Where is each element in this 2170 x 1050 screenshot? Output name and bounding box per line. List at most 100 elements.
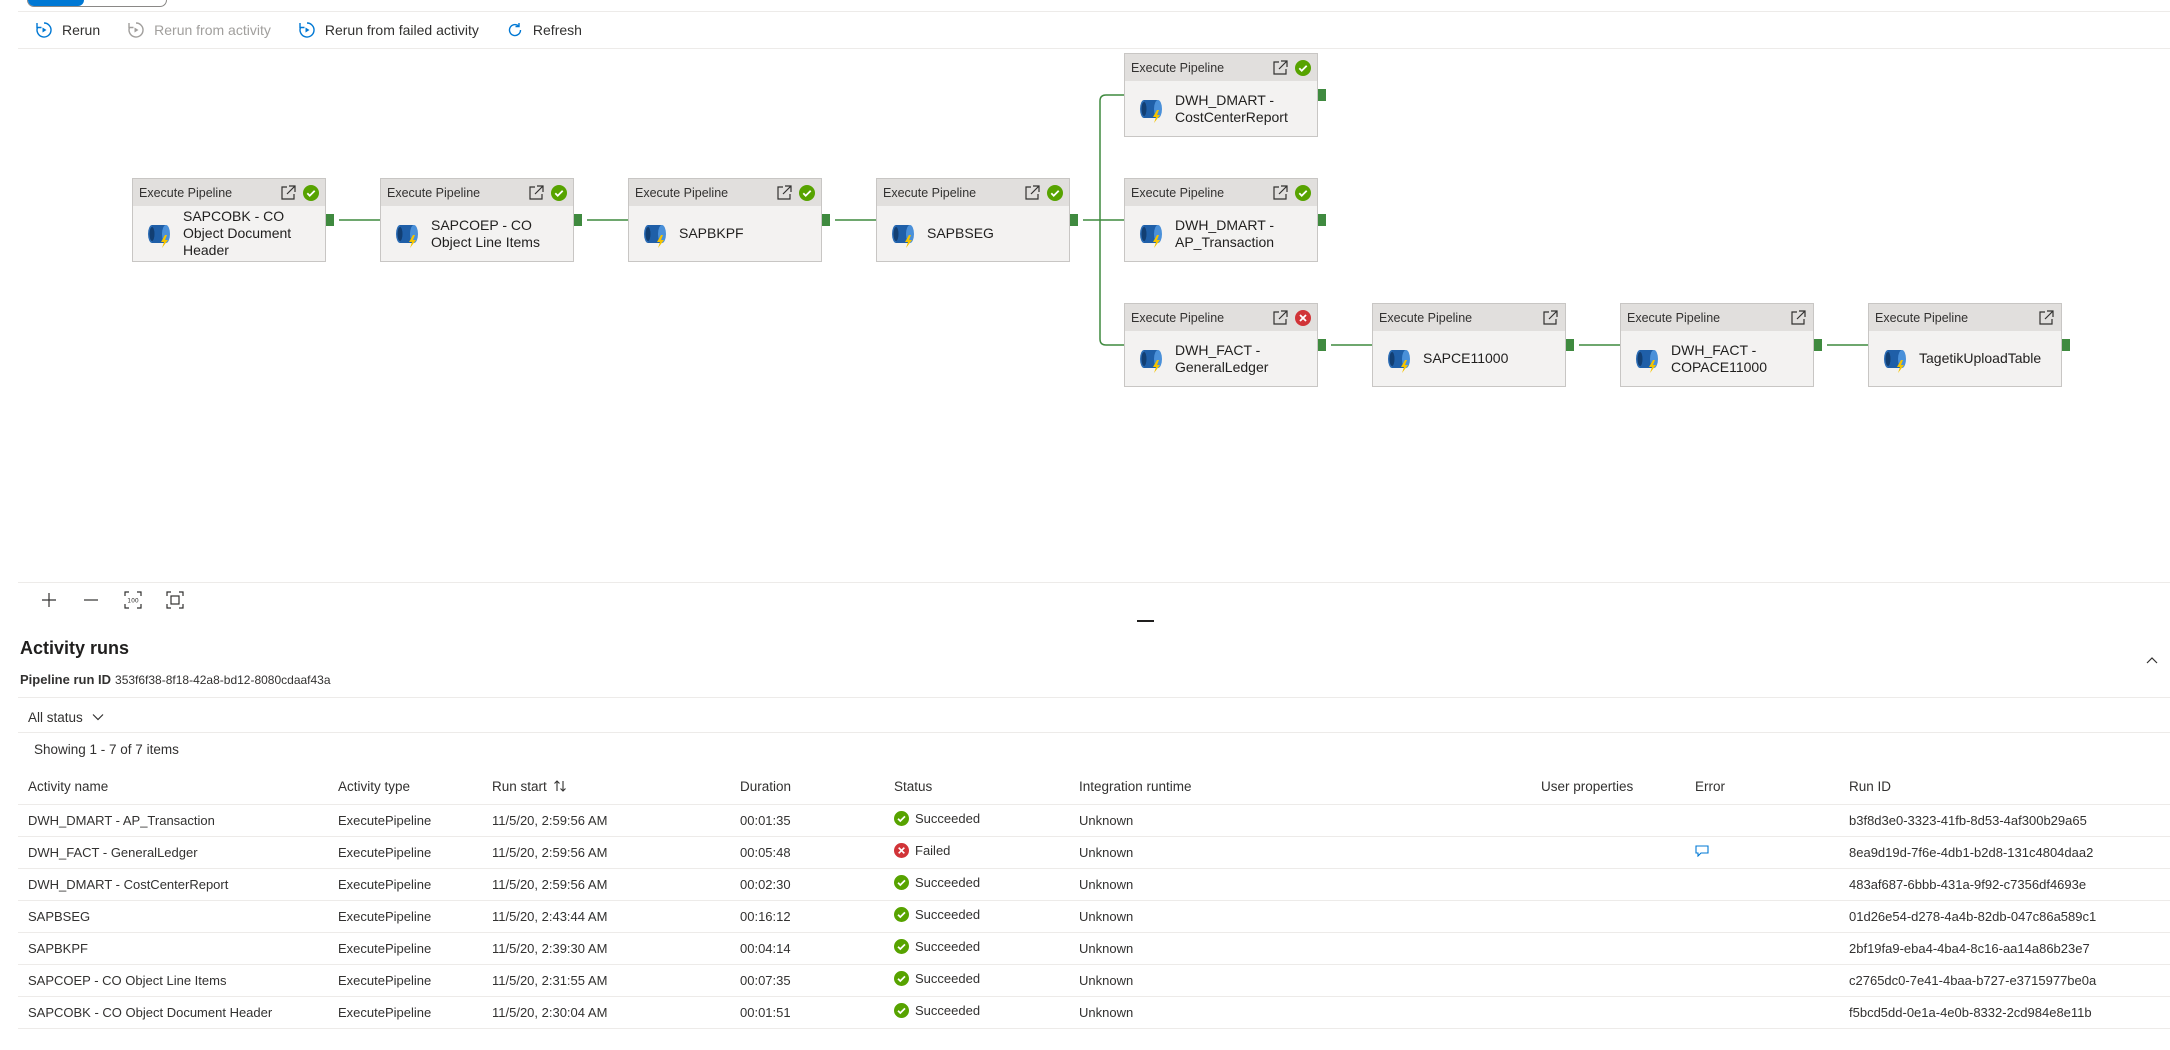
run-id-cell: f5bcd5dd-0e1a-4e0b-8332-2cd984e8e11b (1839, 996, 2170, 1029)
error-cell (1685, 900, 1839, 933)
column-header[interactable]: User properties (1531, 770, 1685, 805)
activity-name-cell[interactable]: SAPCOEP - CO Object Line Items (18, 964, 328, 997)
activity-runs-table: Activity name Activity type Run start Du… (18, 770, 2170, 1029)
open-pipeline-icon[interactable] (1789, 309, 1807, 327)
rerun-from-failed-button[interactable]: Rerun from failed activity (293, 16, 483, 44)
integration-runtime-cell: Unknown (1069, 932, 1531, 965)
zoom-100-icon: 100 (124, 590, 142, 609)
open-pipeline-icon[interactable] (775, 184, 793, 202)
output-port[interactable] (1317, 214, 1326, 226)
open-pipeline-icon[interactable] (2037, 309, 2055, 327)
table-row[interactable]: SAPCOEP - CO Object Line Items ExecutePip… (18, 964, 2170, 997)
execute-pipeline-icon (1879, 344, 1909, 374)
output-port[interactable] (2061, 339, 2070, 351)
output-port[interactable] (325, 214, 334, 226)
error-details-icon[interactable] (1695, 844, 1709, 857)
status-filter-dropdown[interactable]: All status (28, 707, 105, 727)
activity-node[interactable]: Execute Pipeline SAPBKPF (628, 178, 822, 262)
activity-node[interactable]: Execute Pipeline SAPCOEP - CO Object Line… (380, 178, 574, 262)
activity-name-cell[interactable]: DWH_DMART - AP_Transaction (18, 804, 328, 837)
view-toggle-active[interactable] (28, 0, 84, 6)
output-port[interactable] (1813, 339, 1822, 351)
activity-runs-body: DWH_DMART - AP_Transaction ExecutePipelin… (18, 804, 2170, 1029)
activity-node[interactable]: Execute Pipeline TagetikUploadTable (1868, 303, 2062, 387)
rerun-from-activity-button[interactable]: Rerun from activity (122, 16, 275, 44)
open-pipeline-icon[interactable] (1271, 309, 1289, 327)
pipeline-edges (339, 91, 1876, 349)
open-pipeline-icon[interactable] (1541, 309, 1559, 327)
activity-name: DWH_DMART - AP_Transaction (1175, 216, 1275, 250)
run-id-cell: 2bf19fa9-eba4-4ba4-8c16-aa14a86b23e7 (1839, 932, 2170, 965)
refresh-button[interactable]: Refresh (501, 16, 586, 44)
chevron-up-icon[interactable] (2144, 652, 2160, 668)
activity-name: DWH_FACT - COPACE11000 (1671, 341, 1767, 375)
activity-node[interactable]: Execute Pipeline DWH_FACT - GeneralLedger (1124, 303, 1318, 387)
column-header[interactable]: Activity name (18, 770, 328, 805)
status-cell: Succeeded (884, 996, 1069, 1029)
zoom-100-button[interactable]: 100 (122, 589, 144, 611)
activity-node[interactable]: Execute Pipeline DWH_DMART - AP_Transacti… (1124, 178, 1318, 262)
activity-node[interactable]: Execute Pipeline DWH_DMART - CostCenterRe… (1124, 53, 1318, 137)
status-cell: Succeeded (884, 804, 1069, 837)
status-success-icon (894, 907, 909, 922)
activity-name-cell[interactable]: SAPBSEG (18, 900, 328, 933)
open-pipeline-icon[interactable] (279, 184, 297, 202)
output-port[interactable] (1069, 214, 1078, 226)
execute-pipeline-icon (1135, 94, 1165, 124)
open-pipeline-icon[interactable] (1271, 184, 1289, 202)
output-port[interactable] (1565, 339, 1574, 351)
activity-node[interactable]: Execute Pipeline DWH_FACT - COPACE11000 (1620, 303, 1814, 387)
table-row[interactable]: SAPBKPF ExecutePipeline 11/5/20, 2:39:30 A… (18, 932, 2170, 965)
zoom-to-fit-button[interactable] (164, 589, 186, 611)
column-header[interactable]: Status (884, 770, 1069, 805)
rerun-from-activity-icon (126, 20, 146, 40)
activity-name-cell[interactable]: DWH_DMART - CostCenterReport (18, 868, 328, 901)
open-pipeline-icon[interactable] (1271, 59, 1289, 77)
status-filter-label: All status (28, 709, 83, 725)
output-port[interactable] (1317, 89, 1326, 101)
output-port[interactable] (573, 214, 582, 226)
table-row[interactable]: SAPBSEG ExecutePipeline 11/5/20, 2:43:44 A… (18, 900, 2170, 933)
activity-node[interactable]: Execute Pipeline SAPCOBK - CO Object Docu… (132, 178, 326, 262)
status-failed-icon (894, 843, 909, 858)
activity-type-cell: ExecutePipeline (328, 932, 482, 965)
column-header-run-start[interactable]: Run start (482, 770, 730, 805)
pipeline-canvas[interactable]: Execute Pipeline SAPCOBK - CO Object Docu… (18, 49, 2170, 581)
activity-node-header: Execute Pipeline (1125, 179, 1317, 206)
activity-name-cell[interactable]: SAPCOBK - CO Object Document Header (18, 996, 328, 1029)
column-header[interactable]: Integration runtime (1069, 770, 1531, 805)
activity-node-header: Execute Pipeline (133, 179, 325, 206)
status-cell: Succeeded (884, 900, 1069, 933)
column-header[interactable]: Activity type (328, 770, 482, 805)
activity-node-header: Execute Pipeline (1869, 304, 2061, 331)
panel-splitter[interactable] (1137, 620, 1154, 622)
table-row[interactable]: DWH_FACT - GeneralLedger ExecutePipeline 1… (18, 836, 2170, 869)
table-row[interactable]: DWH_DMART - AP_Transaction ExecutePipelin… (18, 804, 2170, 837)
column-header[interactable]: Duration (730, 770, 884, 805)
divider (18, 732, 2170, 733)
run-id-cell: 8ea9d19d-7f6e-4db1-b2d8-131c4804daa2 (1839, 836, 2170, 869)
output-port[interactable] (1317, 339, 1326, 351)
column-header[interactable]: Error (1685, 770, 1839, 805)
rerun-button[interactable]: Rerun (30, 16, 104, 44)
activity-name-cell[interactable]: DWH_FACT - GeneralLedger (18, 836, 328, 869)
table-row[interactable]: SAPCOBK - CO Object Document Header Execu… (18, 996, 2170, 1029)
activity-name-cell[interactable]: SAPBKPF (18, 932, 328, 965)
open-pipeline-icon[interactable] (1023, 184, 1041, 202)
column-header[interactable]: Run ID (1839, 770, 2170, 805)
zoom-out-button[interactable] (80, 589, 102, 611)
activity-node-body: SAPBKPF (629, 206, 821, 261)
output-port[interactable] (821, 214, 830, 226)
table-row[interactable]: DWH_DMART - CostCenterReport ExecutePipel… (18, 868, 2170, 901)
sort-icon[interactable] (553, 779, 567, 793)
zoom-in-button[interactable] (38, 589, 60, 611)
rerun-label: Rerun (62, 22, 101, 38)
user-properties-cell (1531, 900, 1685, 933)
activity-node-header: Execute Pipeline (629, 179, 821, 206)
open-pipeline-icon[interactable] (527, 184, 545, 202)
activity-node[interactable]: Execute Pipeline SAPBSEG (876, 178, 1070, 262)
view-toggle[interactable] (27, 0, 167, 7)
svg-text:100: 100 (127, 597, 139, 604)
divider (18, 11, 2170, 12)
activity-node[interactable]: Execute Pipeline SAPCE11000 (1372, 303, 1566, 387)
